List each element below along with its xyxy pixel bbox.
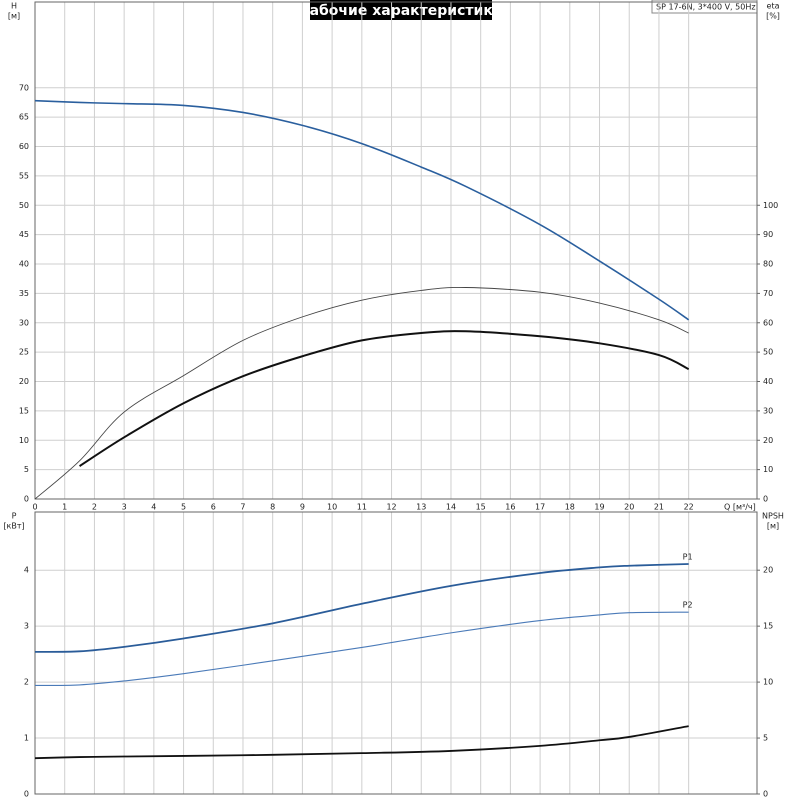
y-tick-label: 0	[24, 495, 29, 504]
y2-axis-unit: [%]	[766, 12, 780, 21]
x-tick-label: 12	[386, 503, 396, 512]
curve	[34, 563, 689, 653]
y-tick-label: 30	[19, 318, 29, 327]
y2-tick-label: 15	[763, 622, 773, 631]
title-box	[310, 0, 492, 20]
x-tick-label: 16	[505, 503, 515, 512]
y2-axis-label: eta	[767, 2, 780, 11]
y2-axis-unit: [м]	[767, 522, 779, 531]
y-tick-label: 40	[19, 260, 29, 269]
x-tick-label: 20	[624, 503, 634, 512]
y-tick-label: 50	[19, 201, 29, 210]
y2-tick-label: 60	[763, 318, 773, 327]
x-axis-label: Q [м³/ч]	[724, 503, 756, 512]
x-tick-label: 10	[327, 503, 337, 512]
y-tick-label: 2	[24, 678, 29, 687]
x-tick-label: 18	[565, 503, 575, 512]
x-tick-label: 6	[211, 503, 216, 512]
x-tick-label: 0	[32, 503, 37, 512]
y2-tick-label: 50	[763, 348, 773, 357]
y-tick-label: 70	[19, 83, 29, 92]
y-tick-label: 4	[24, 566, 29, 575]
x-tick-label: 21	[654, 503, 664, 512]
x-tick-label: 19	[594, 503, 604, 512]
y2-tick-label: 0	[763, 495, 768, 504]
y-tick-label: 3	[24, 622, 29, 631]
curve	[34, 611, 689, 687]
plot-frame	[34, 1, 758, 500]
x-tick-label: 2	[92, 503, 97, 512]
series-label: P1	[683, 553, 693, 562]
y-tick-label: 20	[19, 377, 29, 386]
y-axis-label: P	[12, 512, 17, 521]
y-tick-label: 1	[24, 734, 29, 743]
x-tick-label: 1	[62, 503, 67, 512]
series-label: P2	[683, 601, 693, 610]
y-tick-label: 45	[19, 230, 29, 239]
x-tick-label: 4	[151, 503, 156, 512]
chart-subtitle: SP 17-6N, 3*400 V, 50Hz	[656, 3, 756, 12]
x-tick-label: 17	[535, 503, 545, 512]
y-axis-label: H	[11, 2, 17, 11]
x-tick-label: 14	[446, 503, 456, 512]
curve	[79, 330, 690, 467]
y2-tick-label: 30	[763, 406, 773, 415]
x-tick-label: 15	[476, 503, 486, 512]
y-tick-label: 25	[19, 348, 29, 357]
y2-tick-label: 80	[763, 260, 773, 269]
x-tick-label: 3	[122, 503, 127, 512]
y2-axis-label: NPSH	[762, 512, 784, 521]
y2-tick-label: 70	[763, 289, 773, 298]
y2-tick-label: 5	[763, 734, 768, 743]
curve	[34, 725, 689, 760]
y-tick-label: 15	[19, 406, 29, 415]
curve	[34, 99, 690, 321]
y-tick-label: 35	[19, 289, 29, 298]
y2-tick-label: 0	[763, 790, 768, 799]
curve	[34, 287, 689, 500]
y-tick-label: 0	[24, 790, 29, 799]
x-tick-label: 8	[270, 503, 275, 512]
y-axis-unit: [кВт]	[3, 522, 24, 531]
x-tick-label: 9	[300, 503, 305, 512]
y2-tick-label: 90	[763, 230, 773, 239]
y-tick-label: 5	[24, 465, 29, 474]
x-tick-label: 5	[181, 503, 186, 512]
y-tick-label: 60	[19, 142, 29, 151]
y-tick-label: 10	[19, 436, 29, 445]
y2-tick-label: 10	[763, 465, 773, 474]
x-tick-label: 7	[240, 503, 245, 512]
y-axis-unit: [м]	[8, 12, 20, 21]
y2-tick-label: 100	[763, 201, 778, 210]
y2-tick-label: 20	[763, 436, 773, 445]
y-tick-label: 65	[19, 113, 29, 122]
chart-title: Рабочие характеристики	[299, 3, 502, 19]
y-tick-label: 55	[19, 171, 29, 180]
y2-tick-label: 40	[763, 377, 773, 386]
x-tick-label: 13	[416, 503, 426, 512]
x-tick-label: 22	[684, 503, 694, 512]
plot-frame	[34, 511, 758, 795]
y2-tick-label: 20	[763, 566, 773, 575]
x-tick-label: 11	[357, 503, 367, 512]
y2-tick-label: 10	[763, 678, 773, 687]
